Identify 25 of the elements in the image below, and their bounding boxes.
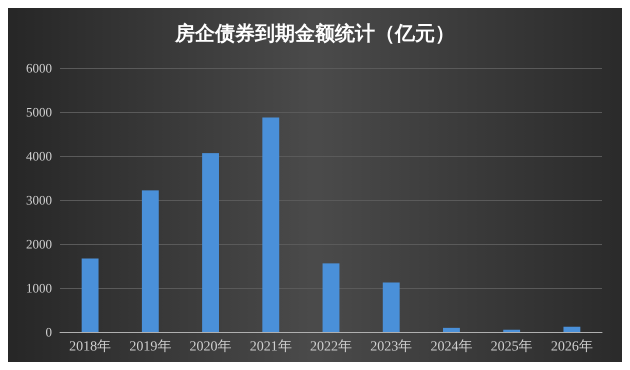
bar <box>142 190 159 332</box>
bar <box>202 153 219 332</box>
y-tick-label: 0 <box>46 324 52 340</box>
x-tick-label: 2024年 <box>430 338 472 354</box>
y-tick-label: 4000 <box>26 148 52 164</box>
x-tick-label: 2021年 <box>250 338 292 354</box>
x-tick-label: 2020年 <box>190 338 232 354</box>
y-tick-label: 6000 <box>26 60 52 76</box>
x-tick-label: 2018年 <box>69 338 112 354</box>
chart-title: 房企债券到期金额统计（亿元） <box>174 21 455 45</box>
bar <box>82 258 99 332</box>
bar <box>443 328 460 332</box>
x-tick-label: 2025年 <box>490 338 533 354</box>
bar <box>382 282 400 332</box>
bar <box>322 263 340 332</box>
x-tick-label: 2023年 <box>370 338 412 354</box>
y-tick-label: 3000 <box>26 192 52 208</box>
bar <box>262 118 280 332</box>
y-tick-label: 1000 <box>26 280 52 296</box>
y-tick-label: 5000 <box>26 104 52 120</box>
x-tick-label: 2022年 <box>310 338 352 354</box>
y-tick-label: 2000 <box>26 236 52 252</box>
x-tick-label: 2026年 <box>550 338 593 354</box>
bar <box>563 326 580 332</box>
x-tick-label: 2019年 <box>129 338 172 354</box>
